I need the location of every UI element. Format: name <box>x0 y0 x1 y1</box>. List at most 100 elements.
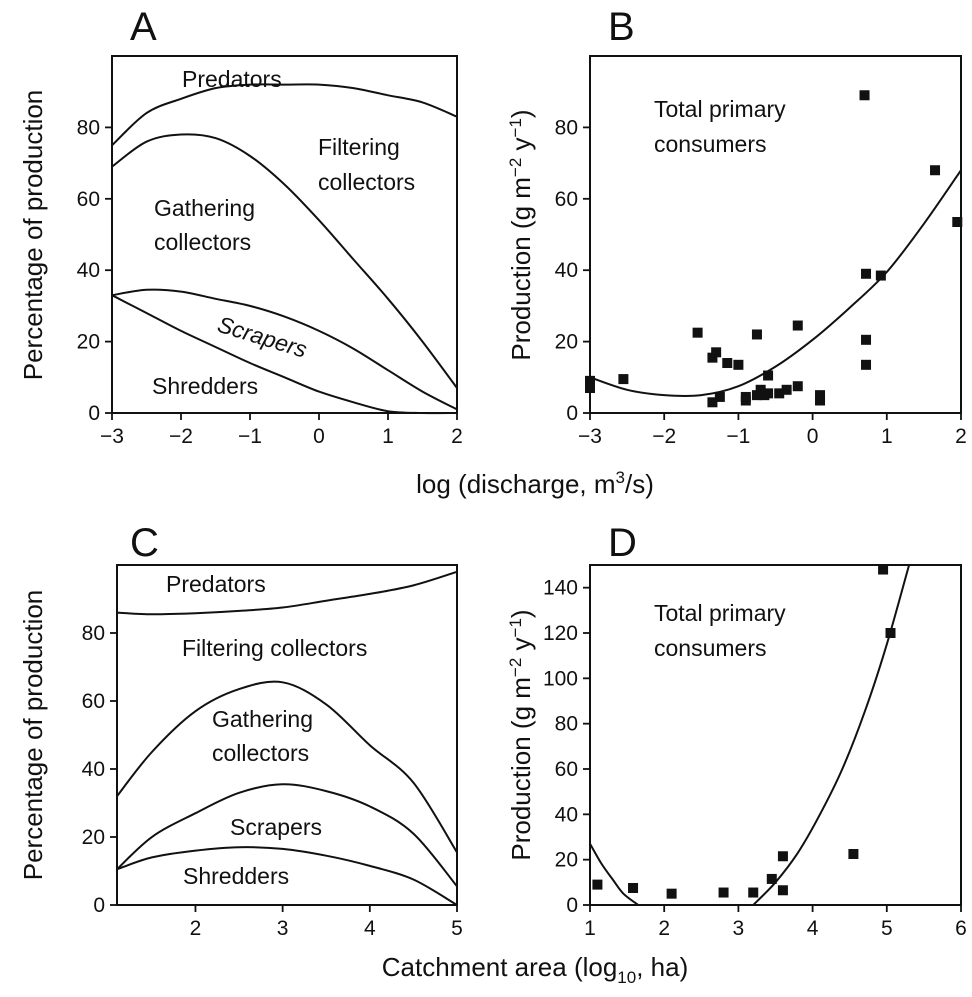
b-x-tick-label: 0 <box>807 425 819 448</box>
b-data-point <box>714 391 725 402</box>
b-data-point <box>707 352 718 363</box>
panel-letter-d: D <box>608 521 637 565</box>
c-x-tick-label: 4 <box>364 917 376 940</box>
xlabel-top-end: /s) <box>625 469 654 499</box>
xlabel-top-main: log (discharge, m <box>416 469 615 499</box>
ylabel-b-mid: y <box>506 137 536 157</box>
a-boundary-line <box>111 83 458 147</box>
frame-a <box>111 55 458 414</box>
b-data-point <box>585 383 595 394</box>
b-data-point <box>751 390 762 401</box>
b-x-tick-label: 1 <box>881 425 893 448</box>
b-data-point <box>792 381 803 392</box>
label-a-predators: Predators <box>182 66 282 92</box>
ylabel-b-sup1: −2 <box>506 158 525 177</box>
xlabel-top-sup: 3 <box>616 468 625 487</box>
d-data-point <box>848 849 859 859</box>
b-data-point <box>815 390 826 401</box>
b-x-tick-label: −2 <box>652 425 676 448</box>
label-b-series-1: Total primary <box>654 96 786 122</box>
d-data-point <box>592 879 603 890</box>
xlabel-top: log (discharge, m3/s) <box>416 468 654 499</box>
d-x-tick-label: 6 <box>955 917 967 940</box>
d-data-point <box>777 851 788 862</box>
c-boundary-line <box>116 570 458 616</box>
d-y-tick-label: 140 <box>543 577 578 600</box>
c-boundary-line <box>116 846 458 906</box>
c-x-tick-label: 3 <box>277 917 289 940</box>
ylabel-d-sup1: −2 <box>506 658 525 677</box>
c-y-tick-label: 40 <box>82 758 105 781</box>
label-a-gathering-collectors: collectors <box>154 229 251 255</box>
b-data-point <box>733 359 744 370</box>
c-boundary-line <box>116 783 458 887</box>
label-d-series-2: consumers <box>654 635 766 661</box>
ylabel-d-mid: y <box>506 637 536 657</box>
d-data-point <box>885 628 896 638</box>
d-y-tick-label: 120 <box>543 622 578 645</box>
d-y-tick-label: 0 <box>566 894 578 917</box>
a-x-tick-label: 2 <box>451 425 463 448</box>
b-data-point <box>781 384 792 395</box>
b-x-tick-label: 2 <box>955 425 967 448</box>
a-x-tick-label: 1 <box>382 425 394 448</box>
b-y-tick-label: 60 <box>555 188 578 211</box>
a-y-tick-label: 80 <box>77 116 100 139</box>
ylabel-b: Production (g m−2 y−1) <box>506 109 536 360</box>
a-boundary-line <box>111 133 458 389</box>
a-boundary-line <box>111 294 458 415</box>
d-x-tick-label: 1 <box>584 917 596 940</box>
b-data-point <box>740 395 751 406</box>
label-a-shredders: Shredders <box>152 373 258 399</box>
d-data-point <box>748 887 759 898</box>
ylabel-b-sup2: −1 <box>506 118 525 137</box>
b-data-point <box>585 375 595 386</box>
d-x-tick-label: 3 <box>733 917 745 940</box>
b-fit-curve <box>589 169 962 397</box>
xlabel-bottom-end: , ha) <box>636 952 688 982</box>
b-data-point <box>763 388 774 399</box>
b-x-tick-label: −1 <box>726 425 750 448</box>
a-y-tick-label: 40 <box>77 259 100 282</box>
label-b-series-2: consumers <box>654 131 766 157</box>
d-y-tick-label: 80 <box>555 713 578 736</box>
d-y-tick-label: 100 <box>543 667 578 690</box>
b-data-point <box>763 370 774 381</box>
a-x-tick-label: −3 <box>100 425 124 448</box>
c-boundary-line <box>116 680 458 853</box>
b-data-point <box>751 329 762 340</box>
b-y-tick-label: 80 <box>555 116 578 139</box>
b-data-point <box>692 327 703 338</box>
c-x-tick-label: 5 <box>451 917 463 940</box>
a-x-tick-label: −1 <box>238 425 262 448</box>
d-y-tick-label: 20 <box>555 849 578 872</box>
b-data-point <box>755 384 766 395</box>
d-fit-curve <box>752 564 911 906</box>
ylabel-d-main: Production (g m <box>506 677 536 861</box>
a-x-tick-label: 0 <box>313 425 325 448</box>
d-data-point <box>628 883 639 893</box>
b-data-point <box>815 395 826 406</box>
label-c-filtering: Filtering collectors <box>182 635 367 661</box>
label-a-filtering: Filtering <box>318 134 400 160</box>
b-data-point <box>861 334 872 345</box>
b-data-point <box>722 358 733 369</box>
ylabel-d-sup2: −1 <box>506 618 525 637</box>
d-fit-curve <box>589 843 639 906</box>
label-c-gathering: Gathering <box>212 706 313 732</box>
a-y-tick-label: 20 <box>77 331 100 354</box>
d-data-point <box>878 564 889 575</box>
panel-letter-b: B <box>608 5 635 49</box>
d-y-tick-label: 40 <box>555 803 578 826</box>
d-data-point <box>718 887 729 898</box>
label-a-gathering: Gathering <box>154 195 255 221</box>
b-y-tick-label: 0 <box>566 402 578 425</box>
c-y-tick-label: 80 <box>82 622 105 645</box>
b-data-point <box>952 217 963 228</box>
b-data-point <box>774 388 785 399</box>
panel-letter-a: A <box>130 5 157 49</box>
b-y-tick-label: 40 <box>555 259 578 282</box>
frame-d <box>589 564 962 906</box>
d-y-tick-label: 60 <box>555 758 578 781</box>
